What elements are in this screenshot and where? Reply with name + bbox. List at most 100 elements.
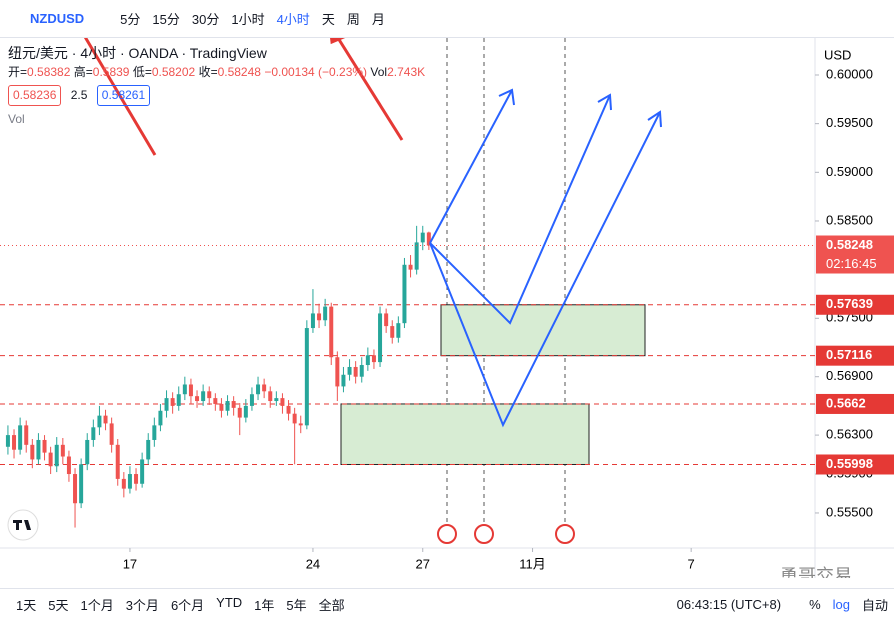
range[interactable]: 1个月 [80, 597, 114, 613]
flag[interactable] [474, 524, 494, 544]
candle-body [353, 366, 358, 377]
arrow-path [336, 38, 404, 141]
candle-body [237, 407, 242, 418]
ask[interactable]: 0.58261 [96, 85, 151, 106]
candle-body [134, 474, 139, 484]
symbol[interactable]: NZDUSD [30, 11, 85, 26]
ohlc: 开=0.58382 高=0.5839 低=0.58202 收=0.58248 −… [8, 63, 425, 82]
price-label-box [816, 235, 894, 274]
range[interactable]: 3个月 [125, 597, 159, 613]
candle-body [73, 474, 78, 504]
x-tick-label: 17 [123, 556, 137, 571]
candle-body [121, 478, 126, 489]
interval[interactable]: 天 [321, 12, 335, 27]
candle-body [219, 403, 224, 411]
change: −0.00134 (−0.23%) [264, 65, 368, 79]
arrow-path [429, 94, 611, 325]
interval[interactable]: 5分 [120, 12, 141, 27]
interval[interactable]: 月 [371, 12, 385, 27]
price-label: 0.58248 [826, 237, 873, 252]
candle-body [140, 459, 145, 484]
auto[interactable]: 自动 [861, 597, 888, 613]
candle-body [286, 405, 291, 414]
drawings [429, 88, 662, 428]
bottom-bar: 1天 5天 1个月 3个月 6个月 YTD 1年 5年 全部 06:43:15 (UTC+8) … [0, 588, 894, 619]
candle-body [292, 413, 297, 424]
vol-toggle[interactable]: Vol [8, 112, 25, 126]
volume: 2.743K [387, 65, 426, 79]
candle-body [371, 355, 376, 363]
interval[interactable]: 15分 [152, 12, 180, 27]
x-tick-label: 24 [306, 556, 320, 571]
interval[interactable]: 1小时 [231, 12, 265, 27]
candle-body [341, 374, 346, 387]
chart: USD 勇哥交易 0.60000 0.59500 0.59000 0.58500 0.5… [0, 38, 894, 578]
close: 0.58248 [217, 65, 261, 79]
legend: 纽元/美元 · 4小时 · OANDA · TradingView 开=0.58… [8, 44, 425, 129]
candle-body [396, 323, 401, 338]
level-label-box [816, 294, 894, 315]
level-label-box [816, 454, 894, 475]
candle-body [329, 306, 334, 358]
candle-body [426, 232, 431, 246]
volume-label: Vol [370, 65, 388, 79]
high: 0.5839 [92, 65, 130, 79]
y-tick-label: 0.56300 [826, 427, 873, 442]
event-lines [446, 38, 566, 525]
candle-body [152, 425, 157, 440]
range[interactable]: 1年 [254, 597, 275, 613]
candle-body [298, 423, 303, 426]
toolbar: NZDUSD 5分 15分 30分 1小时 4小时天周月 [0, 0, 894, 38]
candle-body [274, 398, 279, 402]
log[interactable]: log [832, 596, 850, 612]
watermark: 勇哥交易 [780, 566, 852, 578]
candle-body [304, 328, 309, 426]
candle-body [66, 456, 71, 475]
intervals: 5分 15分 30分 1小时 4小时天周月 [114, 9, 391, 28]
candle-body [323, 306, 328, 321]
candle-body [48, 452, 53, 467]
candle-body [164, 398, 169, 411]
open-label: 开= [8, 65, 28, 79]
marks [0, 225, 815, 528]
range[interactable]: 6个月 [170, 597, 205, 613]
interval[interactable]: 30分 [191, 12, 220, 27]
arrow-path [429, 89, 513, 244]
arrow-head [498, 88, 515, 106]
range[interactable]: YTD [216, 594, 243, 610]
ranges: 1天 5天 1个月 3个月 6个月 YTD 1年 5年 全部 [10, 595, 351, 614]
currency[interactable]: USD [824, 47, 851, 62]
bid[interactable]: 0.58236 [8, 85, 62, 106]
flag[interactable] [555, 524, 575, 544]
interval[interactable]: 周 [346, 12, 360, 27]
clock: 06:43:15 (UTC+8) [676, 596, 782, 612]
y-tick-label: 0.59000 [826, 164, 873, 179]
x-tick-label: 11月 [519, 556, 546, 571]
range[interactable]: 5天 [48, 597, 69, 613]
legend-title: 纽元/美元 · 4小时 · OANDA · TradingView [8, 45, 267, 61]
candle-body [317, 313, 322, 321]
candle-body [5, 435, 10, 447]
range[interactable]: 全部 [318, 597, 345, 613]
low: 0.58202 [151, 65, 196, 79]
candle-body [225, 401, 230, 411]
level-label-box [816, 345, 894, 366]
flag[interactable] [437, 524, 457, 544]
candle-body [97, 415, 102, 428]
interval[interactable]: 4小时 [276, 12, 310, 27]
candle-body [390, 326, 395, 338]
open: 0.58382 [27, 65, 71, 79]
candle-body [146, 439, 151, 460]
arrow-path [83, 38, 157, 156]
candle-body [170, 398, 175, 406]
x-tick-label: 27 [416, 556, 430, 571]
range[interactable]: 5年 [286, 597, 307, 613]
level-label: 0.57639 [826, 296, 873, 311]
percent[interactable]: % [809, 596, 821, 612]
candle-body [420, 232, 425, 243]
candle-body [262, 384, 267, 392]
candle-body [384, 313, 389, 327]
candle-body [268, 391, 273, 402]
range[interactable]: 1天 [16, 597, 37, 613]
candle-body [378, 313, 383, 363]
